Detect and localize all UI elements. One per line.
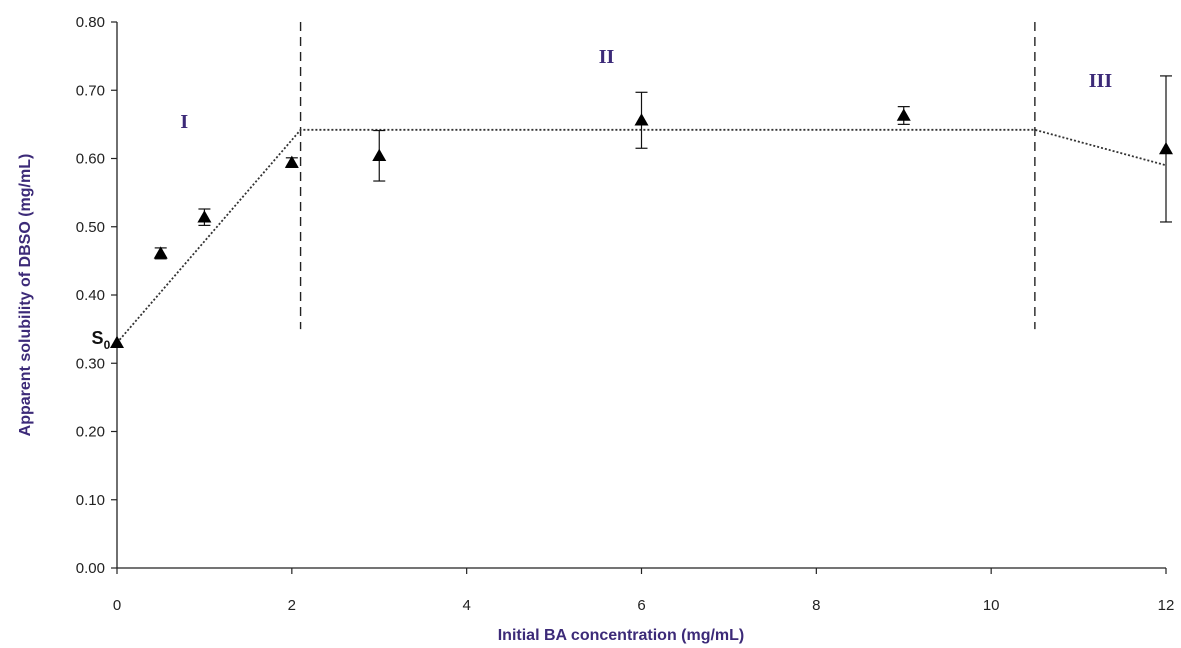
y-tick-label: 0.50 [76,219,105,236]
triangle-marker [372,148,387,162]
x-tick-label: 8 [812,597,820,614]
triangle-marker [634,113,649,126]
s0-subscript: 0 [104,338,111,352]
x-tick-label: 12 [1158,597,1175,614]
region-label: I [180,111,188,133]
x-tick-label: 0 [113,597,121,614]
triangle-marker [110,335,124,349]
data-point [197,208,212,226]
region-label: II [599,46,615,68]
data-point [284,155,299,168]
x-tick-label: 2 [288,597,296,614]
y-tick-label: 0.20 [76,424,105,441]
s0-main: S [92,328,104,348]
y-tick-label: 0.70 [76,82,105,99]
y-tick-label: 0.30 [76,355,105,372]
region-boundaries [299,22,1036,330]
data-point [372,129,387,182]
x-tick-label: 6 [637,597,645,614]
triangle-marker [1159,141,1173,155]
data-point [1159,75,1173,223]
y-tick-label: 0.40 [76,287,105,304]
y-tick-label: 0.00 [76,560,105,577]
x-tick-label: 4 [462,597,470,614]
fit-line [116,128,1167,344]
y-tick-label: 0.80 [76,14,105,31]
triangle-marker [197,210,212,223]
s0-annotation: S0 [92,328,111,352]
triangle-marker [896,108,911,121]
ticks: 0.00 0.10 0.20 0.30 0.40 0.50 0.60 0.70 0.80 0 2 4 6… [76,14,1175,614]
fit-line-group [116,128,1167,344]
y-tick-label: 0.10 [76,492,105,509]
data-point [634,91,649,149]
data-points [110,75,1173,349]
triangle-marker [153,246,168,259]
y-tick-label: 0.60 [76,151,105,168]
x-axis-title: Initial BA concentration (mg/mL) [498,627,745,644]
x-tick-label: 10 [983,597,1000,614]
data-point [896,106,911,125]
region-label: III [1089,70,1113,92]
data-point [153,246,168,260]
triangle-marker [284,155,299,168]
data-point [110,335,124,349]
y-axis-title: Apparent solubility of DBSO (mg/mL) [17,154,34,437]
